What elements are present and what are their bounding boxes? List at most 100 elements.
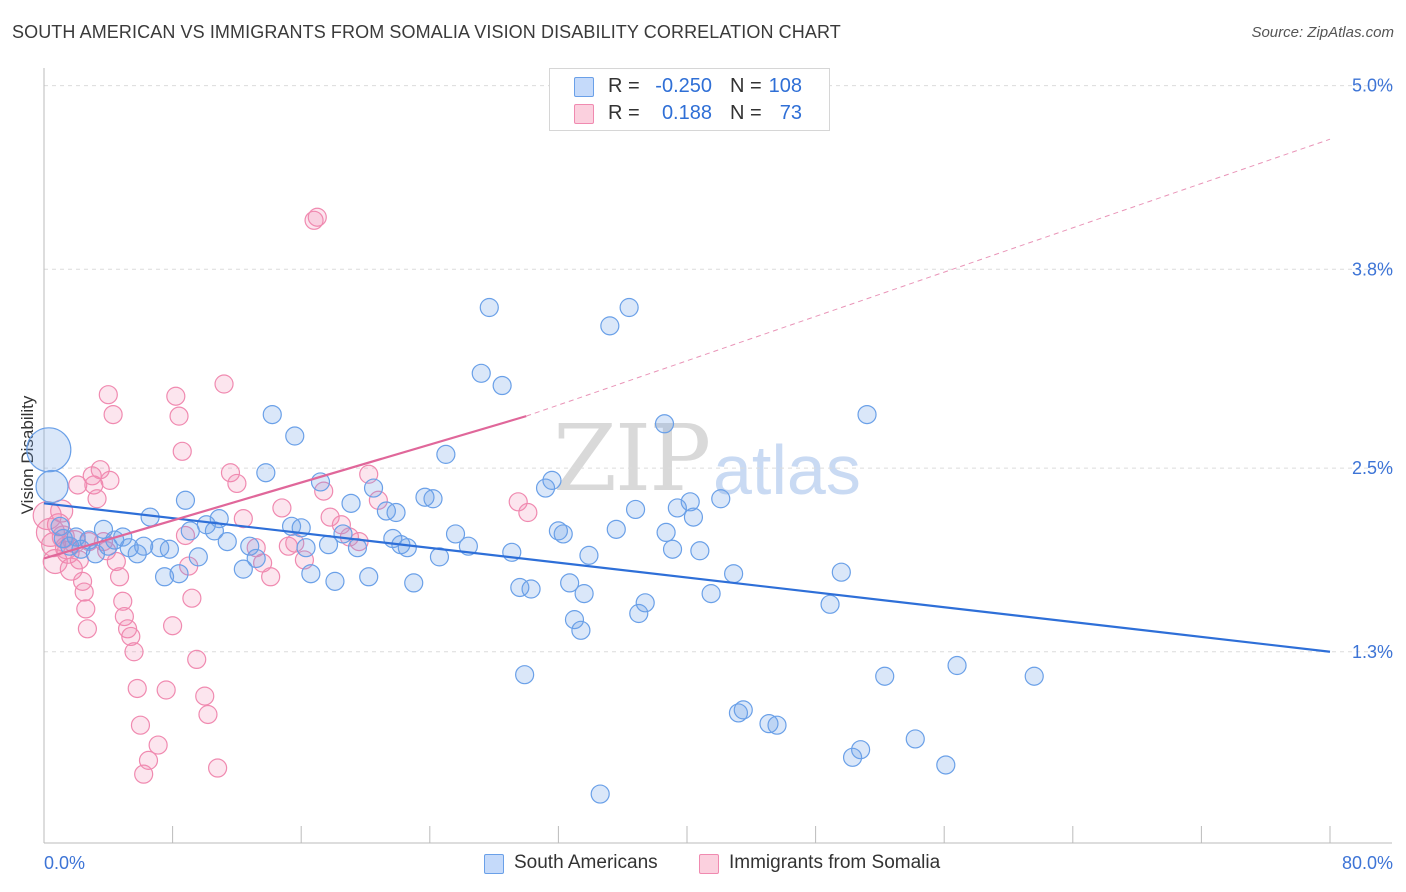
south-american-point xyxy=(905,729,925,749)
south-american-point xyxy=(233,559,253,579)
south-american-point xyxy=(180,521,200,541)
south-american-point xyxy=(619,297,639,318)
somalia-point xyxy=(182,588,202,608)
somalia-point xyxy=(195,686,215,706)
somalia-point xyxy=(90,460,110,480)
south-american-point xyxy=(606,519,626,539)
south-american-point xyxy=(246,548,266,569)
south-american-point xyxy=(759,714,779,734)
somalia-point xyxy=(320,507,340,527)
south-american-point xyxy=(262,405,282,425)
somalia-point xyxy=(198,704,218,725)
bottom-legend-label: South Americans xyxy=(514,852,658,873)
somalia-point xyxy=(148,735,168,755)
south-american-point xyxy=(600,316,620,336)
somalia-point xyxy=(68,475,88,495)
south-american-point xyxy=(683,507,704,527)
south-american-point xyxy=(471,363,491,383)
south-american-point xyxy=(150,538,170,558)
watermark-atlas: atlas xyxy=(713,431,861,509)
somalia-point xyxy=(166,386,186,406)
somalia-point xyxy=(261,567,281,587)
south-american-point xyxy=(240,536,260,556)
somalia-point xyxy=(208,758,228,778)
south-american-point xyxy=(134,536,154,556)
south-american-point xyxy=(26,427,72,473)
south-american-point xyxy=(404,573,424,593)
south-american-point xyxy=(701,584,721,604)
somalia-point xyxy=(103,405,123,425)
south-american-point xyxy=(767,715,787,735)
somalia-point xyxy=(169,406,189,426)
south-american-point xyxy=(662,539,683,559)
somalia-point xyxy=(113,591,133,611)
bottom-legend-label: Immigrants from Somalia xyxy=(729,852,941,873)
x-tick-label-max: 80.0% xyxy=(1342,853,1393,873)
south-american-point xyxy=(579,545,599,565)
south-american-point xyxy=(1024,666,1044,686)
somalia-point xyxy=(307,207,327,227)
somalia-point xyxy=(368,490,388,510)
south-american-point xyxy=(535,478,556,498)
south-american-point xyxy=(347,538,368,558)
y-tick-label: 2.5% xyxy=(1352,458,1393,478)
somalia-point xyxy=(156,680,176,700)
south-american-point xyxy=(479,297,499,318)
south-american-point xyxy=(159,539,179,559)
south-american-point xyxy=(169,564,189,584)
somalia-point xyxy=(233,509,253,529)
bottom-legend-swatch-blue xyxy=(484,854,504,874)
south-american-point xyxy=(127,544,147,564)
south-american-point xyxy=(35,469,69,504)
south-american-point xyxy=(936,755,956,775)
somalia-point xyxy=(508,492,528,512)
legend-r-label: R = xyxy=(608,102,640,124)
legend-swatch-pink xyxy=(574,104,594,124)
south-american-point xyxy=(445,524,466,544)
south-american-point xyxy=(690,541,710,561)
south-american-point xyxy=(285,426,305,446)
legend-row-somalia: R = 0.188 N = 73 xyxy=(550,102,829,128)
south-american-point xyxy=(325,571,345,591)
axes xyxy=(43,68,1392,844)
south-american-point xyxy=(217,531,237,552)
south-american-point xyxy=(175,490,196,510)
south-american-point xyxy=(50,516,70,536)
south-american-point xyxy=(564,610,585,630)
south-american-point xyxy=(542,470,562,490)
legend-n-value: 73 xyxy=(779,102,802,124)
somalia-point xyxy=(172,441,192,461)
south-american-point xyxy=(560,573,580,593)
south-american-point xyxy=(515,665,535,685)
south-american-point xyxy=(656,522,676,543)
somalia-point xyxy=(138,750,159,770)
south-american-point xyxy=(359,567,379,587)
south-american-point xyxy=(553,524,573,544)
trend-line-south-americans xyxy=(43,502,1331,653)
south-american-point xyxy=(415,487,435,507)
legend-row-south-americans: R = -0.250 N = 108 xyxy=(550,75,829,101)
south-american-point xyxy=(629,603,649,624)
south-american-point xyxy=(571,620,591,640)
legend-r-label: R = xyxy=(608,75,640,97)
somalia-point xyxy=(220,463,241,483)
somalia-point xyxy=(214,374,234,394)
south-american-point xyxy=(458,536,478,556)
south-american-point xyxy=(654,414,675,434)
south-american-point xyxy=(947,655,967,676)
legend-n-label: N = xyxy=(730,75,762,97)
legend-n-label: N = xyxy=(730,102,762,124)
south-american-point xyxy=(842,747,863,767)
source-label: Source: ZipAtlas.com xyxy=(1251,24,1394,41)
somalia-point xyxy=(304,210,324,230)
south-american-point xyxy=(724,564,744,584)
south-american-point xyxy=(831,562,851,582)
somalia-point xyxy=(130,715,151,735)
south-american-point xyxy=(625,499,646,520)
legend-r-value: -0.250 xyxy=(655,75,712,97)
south-american-point xyxy=(363,478,384,498)
trend-line-somalia xyxy=(43,415,527,560)
correlation-legend: R = -0.250 N = 108 R = 0.188 N = 73 xyxy=(549,68,830,131)
south-american-point xyxy=(574,584,594,604)
trend-lines xyxy=(43,138,1331,653)
